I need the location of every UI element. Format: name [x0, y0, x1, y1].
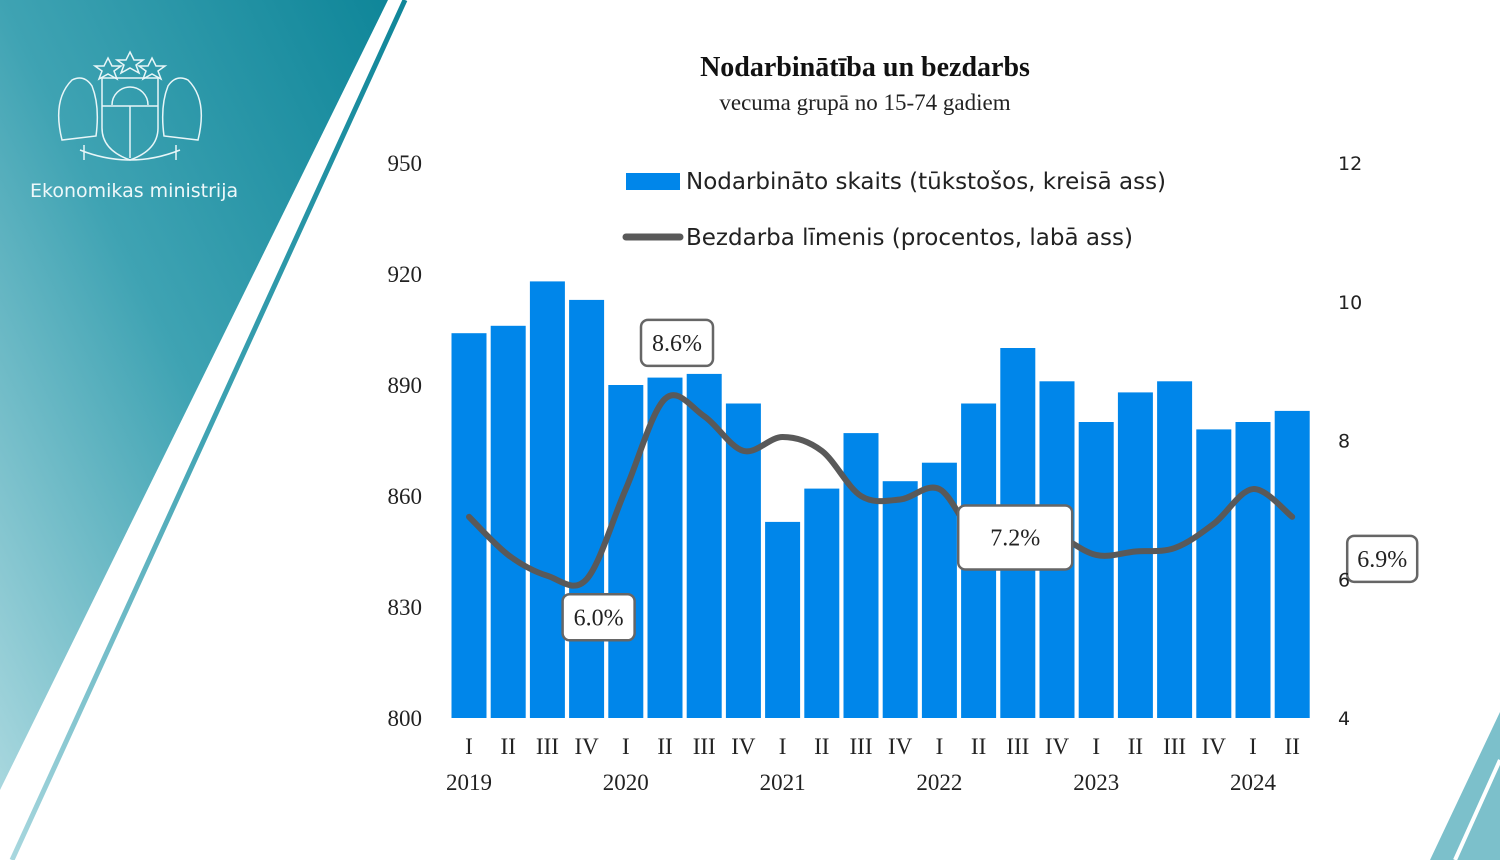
chart-subtitle: vecuma grupā no 15-74 gadiem	[719, 90, 1011, 115]
left-axis-tick: 950	[388, 151, 423, 176]
right-axis-tick: 4	[1338, 708, 1350, 730]
bar	[1196, 429, 1232, 718]
legend-label-bars: Nodarbināto skaits (tūkstošos, kreisā as…	[686, 169, 1166, 195]
bar	[647, 377, 683, 718]
bar	[804, 488, 840, 718]
year-label: 2022	[916, 770, 962, 795]
quarter-label: IV	[1202, 734, 1227, 759]
quarter-label: I	[779, 734, 787, 759]
left-axis-tick: 830	[388, 595, 423, 620]
data-label-text: 6.0%	[574, 605, 624, 631]
quarter-label: III	[1006, 734, 1029, 759]
quarter-label: I	[1249, 734, 1257, 759]
quarter-label: IV	[731, 734, 756, 759]
bar	[1078, 422, 1114, 718]
quarter-label: II	[1128, 734, 1143, 759]
year-label: 2024	[1230, 770, 1277, 795]
bar	[882, 481, 918, 718]
quarter-label: III	[693, 734, 716, 759]
legend-swatch-bars	[626, 173, 680, 190]
unemployment-line	[466, 392, 1296, 589]
coat-of-arms-logo	[57, 50, 203, 161]
chart-title: Nodarbinātība un bezdarbs	[700, 52, 1030, 83]
legend-label-line: Bezdarba līmenis (procentos, labā ass)	[686, 225, 1133, 251]
bar	[529, 281, 565, 718]
year-label: 2023	[1073, 770, 1119, 795]
year-label: 2020	[603, 770, 649, 795]
bar	[1235, 422, 1271, 718]
quarter-label: II	[657, 734, 672, 759]
quarter-label: II	[1285, 734, 1300, 759]
data-label: 7.2%	[956, 504, 1074, 571]
bar	[1274, 410, 1310, 718]
data-label: 6.0%	[561, 593, 636, 642]
quarter-label: I	[936, 734, 944, 759]
quarter-label: II	[814, 734, 829, 759]
right-axis-tick: 12	[1338, 153, 1362, 175]
bar	[608, 385, 644, 718]
quarter-label: IV	[1045, 734, 1070, 759]
panel-stripe	[9, 0, 408, 860]
left-axis-tick: 890	[388, 373, 423, 398]
quarter-label: I	[465, 734, 473, 759]
quarter-label: III	[1163, 734, 1186, 759]
left-axis-tick: 920	[388, 262, 423, 287]
right-axis-tick: 10	[1338, 292, 1362, 314]
data-label: 6.9%	[1345, 534, 1419, 584]
teal-panel	[0, 0, 388, 790]
right-axis-tick: 8	[1338, 431, 1350, 453]
right-axis-tick: 6	[1338, 569, 1350, 591]
bar	[490, 325, 526, 718]
left-axis-tick: 860	[388, 484, 423, 509]
data-label-text: 8.6%	[652, 331, 702, 357]
quarter-label: IV	[574, 734, 599, 759]
data-label: 8.6%	[639, 318, 715, 368]
quarter-label: IV	[888, 734, 913, 759]
data-label-text: 6.9%	[1357, 547, 1407, 573]
bar	[686, 373, 722, 718]
bar	[569, 299, 605, 718]
bar	[843, 433, 879, 718]
quarter-label: II	[501, 734, 516, 759]
bar	[765, 521, 801, 718]
brand-name: Ekonomikas ministrija	[30, 180, 239, 202]
year-label: 2021	[760, 770, 806, 795]
data-label-text: 7.2%	[990, 525, 1040, 551]
quarter-label: II	[971, 734, 986, 759]
bar	[725, 403, 761, 718]
quarter-label: I	[622, 734, 630, 759]
quarter-label: III	[536, 734, 559, 759]
quarter-label: I	[1092, 734, 1100, 759]
left-axis-tick: 800	[388, 706, 423, 731]
legend: Nodarbināto skaits (tūkstošos, kreisā as…	[622, 169, 1166, 251]
corner-panel	[1430, 712, 1500, 860]
quarter-label: III	[850, 734, 873, 759]
year-label: 2019	[446, 770, 492, 795]
